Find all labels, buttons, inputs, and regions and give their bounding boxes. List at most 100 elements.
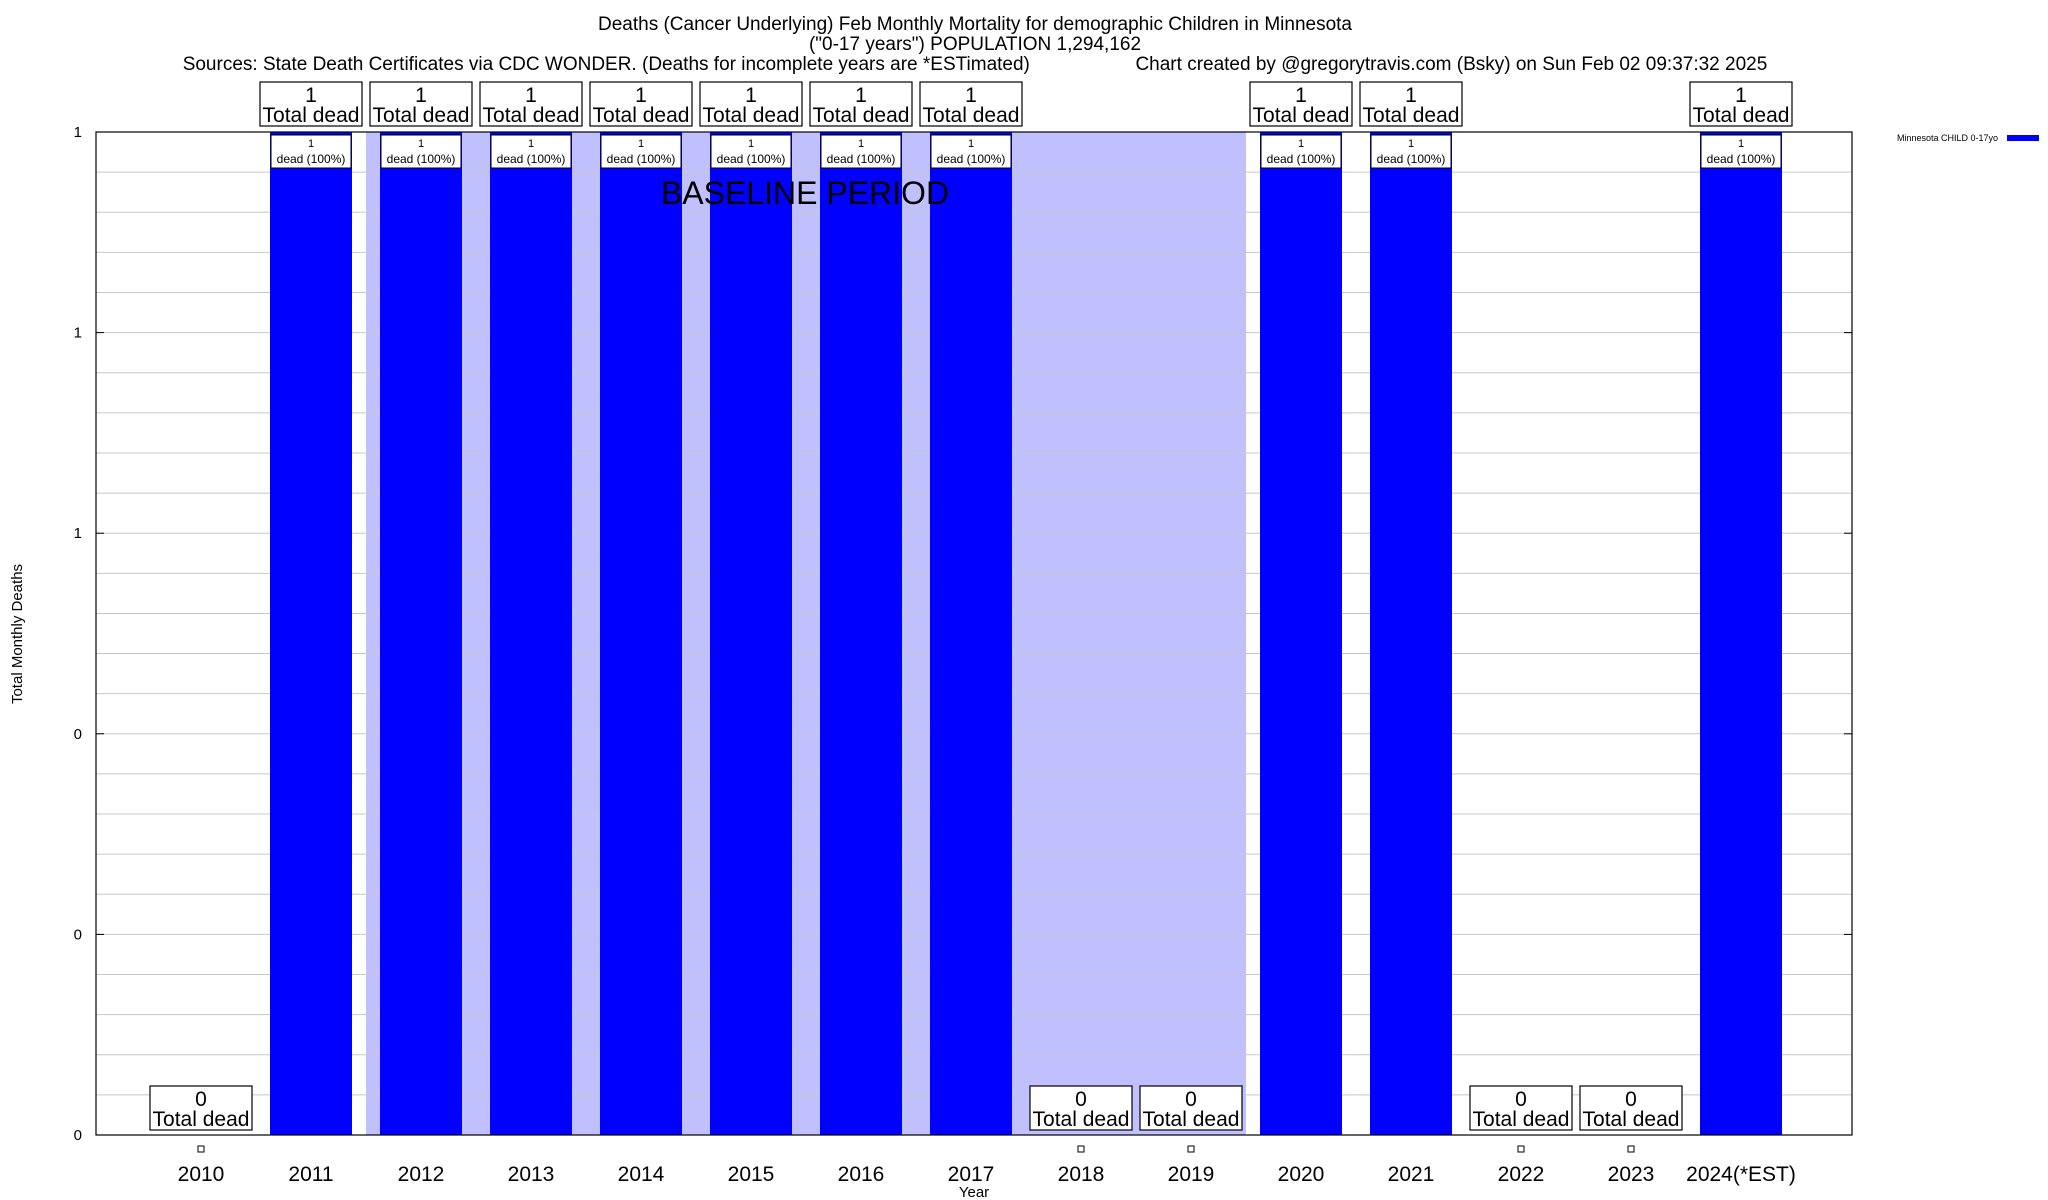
x-tick-label: 2021	[1388, 1163, 1435, 1186]
bar-2012	[380, 132, 462, 1135]
total-dead-label: Total dead	[153, 1108, 250, 1131]
baseline-period-label: BASELINE PERIOD	[661, 175, 949, 211]
bar-label-box	[930, 134, 1012, 169]
bar-label-count: 1	[1298, 138, 1304, 150]
bar-label-box	[600, 134, 682, 169]
bar-label-pct: dead (100%)	[1707, 152, 1776, 166]
bar-2016	[820, 132, 902, 1135]
total-dead-count: 1	[965, 84, 977, 107]
total-dead-count: 1	[305, 84, 317, 107]
total-dead-count: 1	[1735, 84, 1747, 107]
total-dead-count: 1	[415, 84, 427, 107]
bar-label-pct: dead (100%)	[1267, 152, 1336, 166]
bar-2015	[710, 132, 792, 1135]
x-tick-label: 2024(*EST)	[1686, 1163, 1796, 1186]
x-tick-label: 2019	[1168, 1163, 1215, 1186]
total-dead-label: Total dead	[1143, 1108, 1240, 1131]
total-dead-label: Total dead	[1583, 1108, 1680, 1131]
x-tick-label: 2023	[1608, 1163, 1655, 1186]
plot-frame	[95, 131, 1853, 1136]
bar-label-box	[820, 134, 902, 169]
total-dead-count: 1	[855, 84, 867, 107]
total-dead-label: Total dead	[593, 104, 690, 127]
total-dead-count: 1	[745, 84, 757, 107]
zero-point-marker	[1517, 1145, 1525, 1153]
zero-point-marker	[1077, 1145, 1085, 1153]
bar-label-box	[380, 134, 462, 169]
x-tick-label: 2014	[618, 1163, 665, 1186]
bar-2017	[930, 132, 1012, 1135]
y-tick-label: 0	[74, 1127, 82, 1144]
bar-label-pct: dead (100%)	[827, 152, 896, 166]
bar-label-count: 1	[1408, 138, 1414, 150]
bar-label-box	[1260, 134, 1342, 169]
y-axis-label: Total Monthly Deaths	[9, 564, 26, 704]
total-dead-label: Total dead	[1033, 1108, 1130, 1131]
bar-label-count: 1	[748, 138, 754, 150]
bar-label-pct: dead (100%)	[277, 152, 346, 166]
bar-2013	[490, 132, 572, 1135]
bar-label-count: 1	[638, 138, 644, 150]
chart-credit: Chart created by @gregorytravis.com (Bsk…	[1135, 54, 1768, 75]
bar-2024(*EST)	[1700, 132, 1782, 1135]
bar-2021	[1370, 132, 1452, 1135]
bar-label-pct: dead (100%)	[717, 152, 786, 166]
total-dead-box	[259, 81, 363, 127]
bar-2014	[600, 132, 682, 1135]
bar-label-pct: dead (100%)	[387, 152, 456, 166]
total-dead-label: Total dead	[1473, 1108, 1570, 1131]
bar-label-count: 1	[418, 138, 424, 150]
bar-label-count: 1	[968, 138, 974, 150]
total-dead-label: Total dead	[483, 104, 580, 127]
total-dead-box	[699, 81, 803, 127]
bar-label-box	[1370, 134, 1452, 169]
y-tick-label: 1	[74, 124, 82, 141]
x-tick-label: 2016	[838, 1163, 885, 1186]
total-dead-label: Total dead	[1693, 104, 1790, 127]
total-dead-count: 1	[1295, 84, 1307, 107]
bar-2011	[270, 132, 352, 1135]
total-dead-label: Total dead	[923, 104, 1020, 127]
legend-swatch	[2007, 135, 2039, 141]
x-tick-label: 2012	[398, 1163, 445, 1186]
total-dead-box	[1469, 1085, 1573, 1131]
total-dead-count: 0	[1515, 1088, 1527, 1111]
total-dead-label: Total dead	[813, 104, 910, 127]
x-tick-label: 2022	[1498, 1163, 1545, 1186]
total-dead-box	[1689, 81, 1793, 127]
total-dead-count: 1	[1405, 84, 1417, 107]
total-dead-count: 0	[1075, 1088, 1087, 1111]
x-tick-label: 2018	[1058, 1163, 1105, 1186]
total-dead-box	[1029, 1085, 1133, 1131]
chart-title-line-1: Deaths (Cancer Underlying) Feb Monthly M…	[598, 14, 1352, 35]
y-tick-label: 1	[74, 325, 82, 342]
bar-label-pct: dead (100%)	[607, 152, 676, 166]
bar-label-box	[270, 134, 352, 169]
total-dead-box	[919, 81, 1023, 127]
chart-title-line-2: ("0-17 years") POPULATION 1,294,162	[808, 34, 1142, 55]
bar-label-pct: dead (100%)	[937, 152, 1006, 166]
bar-label-count: 1	[528, 138, 534, 150]
total-dead-count: 0	[195, 1088, 207, 1111]
chart-sources: Sources: State Death Certificates via CD…	[182, 54, 1030, 75]
bar-label-pct: dead (100%)	[1377, 152, 1446, 166]
chart-sources-line: Sources: State Death Certificates via CD…	[0, 55, 1950, 75]
y-tick-label: 0	[74, 926, 82, 943]
bar-label-count: 1	[858, 138, 864, 150]
x-tick-label: 2015	[728, 1163, 775, 1186]
total-dead-count: 0	[1185, 1088, 1197, 1111]
total-dead-box	[589, 81, 693, 127]
total-dead-label: Total dead	[373, 104, 470, 127]
total-dead-label: Total dead	[703, 104, 800, 127]
total-dead-count: 1	[525, 84, 537, 107]
total-dead-box	[1249, 81, 1353, 127]
bar-label-box	[1700, 134, 1782, 169]
bar-label-box	[710, 134, 792, 169]
zero-point-marker	[1187, 1145, 1195, 1153]
total-dead-box	[809, 81, 913, 127]
bar-label-count: 1	[1738, 138, 1744, 150]
total-dead-box	[1139, 1085, 1243, 1131]
total-dead-box	[479, 81, 583, 127]
y-tick-label: 1	[74, 525, 82, 542]
